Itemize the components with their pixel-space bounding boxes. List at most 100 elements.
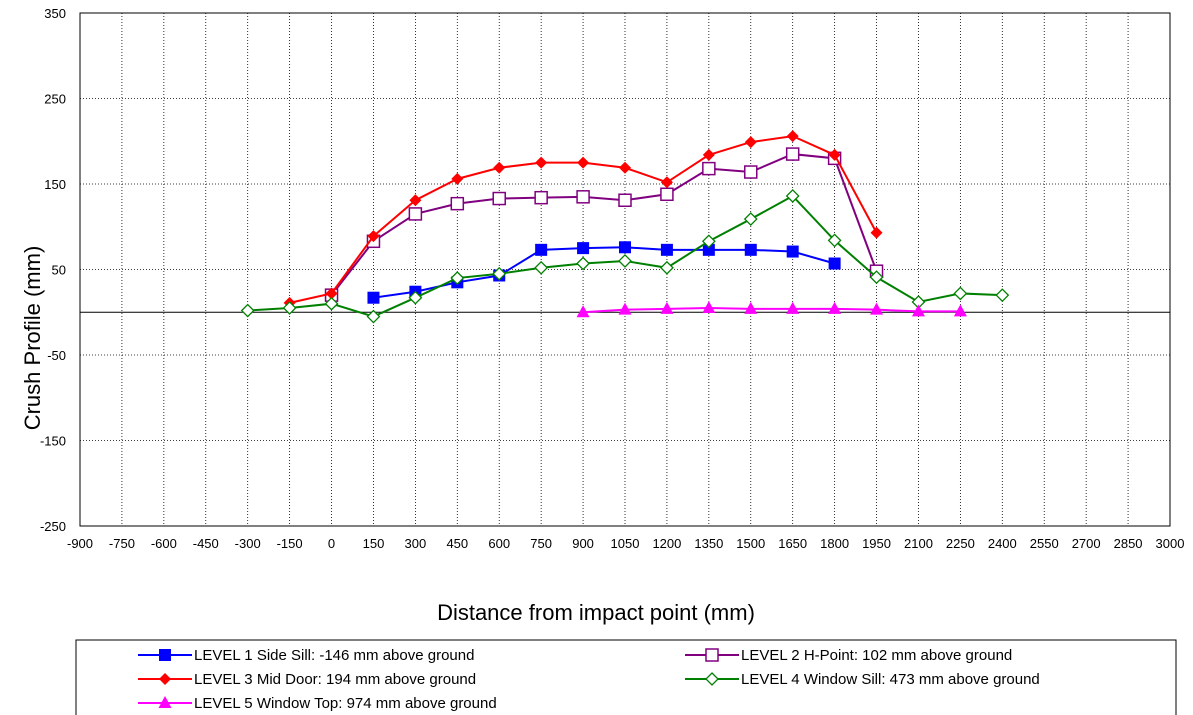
data-point-marker	[702, 161, 716, 176]
y-tick-label: 250	[44, 92, 66, 107]
data-point-marker	[450, 271, 465, 285]
data-point-marker	[576, 190, 590, 204]
data-point-marker	[705, 672, 719, 686]
legend: LEVEL 1 Side Sill: -146 mm above ground L…	[138, 647, 1040, 712]
x-tick-label: 2250	[946, 536, 975, 551]
y-tick-label: 50	[52, 263, 66, 278]
x-tick-label: 300	[405, 536, 427, 551]
legend-label: LEVEL 4 Window Sill: 473 mm above ground	[741, 671, 1040, 688]
data-point-marker	[534, 190, 548, 205]
data-point-marker	[786, 301, 800, 314]
x-tick-label: 150	[363, 536, 385, 551]
data-point-marker	[577, 242, 590, 255]
data-point-marker	[618, 254, 632, 268]
x-tick-label: 900	[572, 536, 594, 551]
data-point-marker	[450, 196, 465, 211]
x-tick-label: 1650	[778, 536, 807, 551]
data-point-marker	[786, 130, 799, 143]
series-group	[240, 130, 1010, 324]
data-point-marker	[744, 301, 758, 314]
x-tick-label: 450	[446, 536, 468, 551]
data-point-marker	[744, 136, 757, 149]
legend-label: LEVEL 3 Mid Door: 194 mm above ground	[194, 671, 476, 688]
data-point-marker	[953, 304, 967, 317]
x-axis-title: Distance from impact point (mm)	[437, 600, 755, 625]
y-tick-label: 350	[44, 6, 66, 21]
data-point-marker	[705, 648, 719, 662]
data-point-marker	[660, 243, 673, 256]
tick-labels: -900 -750 -600 -450 -300 -150 0 150 300 450 600 750…	[40, 6, 1184, 551]
data-point-marker	[409, 194, 422, 207]
legend-box	[75, 639, 1177, 715]
x-tick-label: 750	[530, 536, 552, 551]
data-point-marker	[619, 161, 631, 174]
data-point-marker	[828, 148, 841, 161]
x-tick-label: 1500	[736, 536, 765, 551]
data-point-marker	[492, 191, 506, 206]
data-point-marker	[911, 304, 925, 317]
x-tick-label: -600	[151, 536, 177, 551]
data-point-marker	[828, 301, 842, 314]
legend-entry-4: LEVEL 4 Window Sill: 473 mm above ground	[685, 671, 1040, 688]
data-point-marker	[701, 234, 716, 249]
data-point-marker	[953, 286, 968, 301]
x-tick-label: 1800	[820, 536, 849, 551]
data-point-marker	[159, 673, 171, 685]
series-line	[330, 153, 878, 296]
y-tick-label: 150	[44, 177, 66, 192]
x-tick-label: -150	[277, 536, 303, 551]
data-point-marker	[367, 230, 380, 243]
data-point-marker	[660, 260, 674, 275]
data-point-marker	[534, 260, 549, 275]
legend-entry-1: LEVEL 1 Side Sill: -146 mm above ground	[138, 647, 474, 664]
data-point-marker	[408, 207, 423, 221]
data-point-marker	[492, 266, 507, 281]
data-point-marker	[785, 147, 800, 161]
x-tick-label: 2550	[1030, 536, 1059, 551]
series-5	[576, 300, 967, 318]
data-point-marker	[618, 302, 632, 315]
x-tick-label: 0	[328, 536, 335, 551]
data-point-marker	[785, 189, 800, 203]
data-point-marker	[743, 212, 758, 226]
data-point-marker	[367, 291, 380, 304]
data-point-marker	[535, 243, 548, 256]
data-point-marker	[660, 187, 674, 202]
legend-label: LEVEL 2 H-Point: 102 mm above ground	[741, 647, 1012, 664]
data-point-marker	[660, 301, 674, 314]
x-tick-label: 600	[488, 536, 510, 551]
data-point-marker	[577, 156, 590, 169]
legend-entry-2: LEVEL 2 H-Point: 102 mm above ground	[685, 647, 1012, 664]
data-point-marker	[240, 303, 255, 318]
plot-frame	[79, 12, 1171, 527]
data-point-marker	[158, 696, 172, 708]
data-point-marker	[702, 300, 716, 313]
data-point-marker	[366, 309, 381, 324]
data-point-marker	[493, 161, 506, 174]
data-point-marker	[282, 301, 297, 315]
x-tick-label: 2850	[1114, 536, 1143, 551]
x-tick-label: 2700	[1072, 536, 1101, 551]
x-tick-label: 3000	[1156, 536, 1185, 551]
series-line	[373, 246, 835, 299]
series-line	[583, 306, 961, 314]
legend-label: LEVEL 5 Window Top: 974 mm above ground	[194, 695, 497, 712]
data-point-marker	[869, 270, 884, 285]
data-point-marker	[786, 245, 799, 258]
series-3	[283, 130, 883, 309]
x-tick-label: -900	[67, 536, 93, 551]
x-tick-label: 1050	[611, 536, 640, 551]
y-tick-label: -50	[47, 348, 66, 363]
y-tick-label: -250	[40, 519, 66, 534]
data-point-marker	[744, 165, 758, 179]
data-point-marker	[995, 288, 1010, 303]
data-point-marker	[159, 649, 171, 661]
data-point-marker	[828, 257, 841, 270]
x-tick-label: -750	[109, 536, 135, 551]
data-point-marker	[660, 176, 673, 189]
data-point-marker	[619, 241, 631, 254]
x-tick-label: -450	[193, 536, 219, 551]
data-point-marker	[324, 296, 339, 311]
